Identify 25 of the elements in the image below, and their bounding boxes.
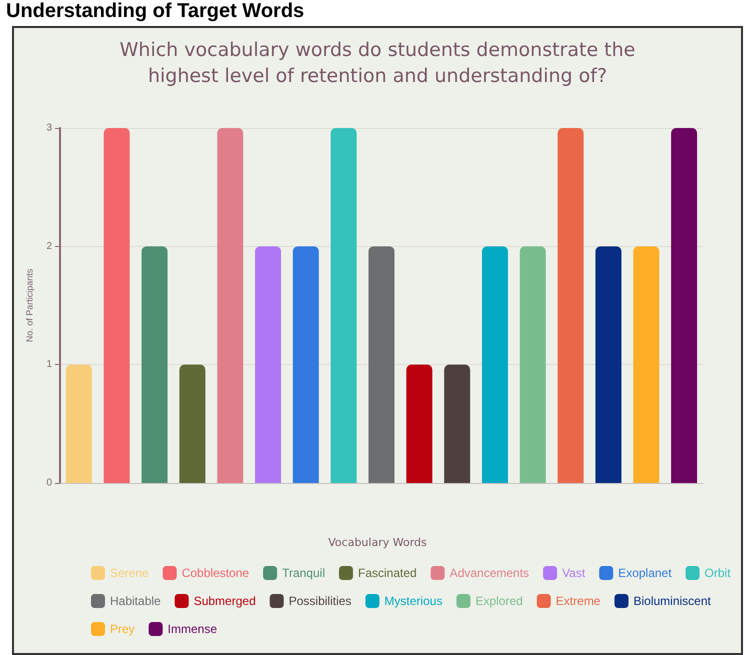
y-tick-label: 0: [46, 478, 52, 488]
legend-label: Vast: [562, 566, 586, 580]
legend-label: Exoplanet: [618, 566, 672, 580]
legend-label: Orbit: [704, 566, 732, 580]
legend-label: Extreme: [556, 594, 601, 608]
legend-label: Cobblestone: [182, 566, 250, 580]
legend-label: Advancements: [450, 566, 530, 580]
legend-label: Serene: [110, 566, 150, 580]
legend-label: Immense: [168, 622, 218, 636]
chart-title: Which vocabulary words do students demonstrate the highest level of retention and understanding of?: [120, 39, 636, 87]
legend-label: Habitable: [110, 594, 162, 608]
legend-title: Vocabulary Words: [328, 536, 428, 549]
text: Understanding of Target Words: [6, 0, 304, 23]
legend-label: Submerged: [194, 594, 256, 608]
y-tick-label: 1: [46, 359, 52, 370]
legend-label: Bioluminiscent: [633, 594, 712, 608]
legend-label: Fascinated: [358, 566, 417, 580]
y-tick-label: 3: [46, 122, 52, 134]
y-tick-label: 2: [46, 240, 52, 252]
y-axis-title: No. of Participants: [24, 268, 34, 342]
legend-label: Explored: [475, 594, 523, 608]
legend-label: Possibilities: [288, 594, 352, 608]
legend-label: Tranquil: [282, 566, 325, 580]
legend-label: Prey: [110, 622, 135, 636]
legend-label: Mysterious: [384, 594, 442, 608]
